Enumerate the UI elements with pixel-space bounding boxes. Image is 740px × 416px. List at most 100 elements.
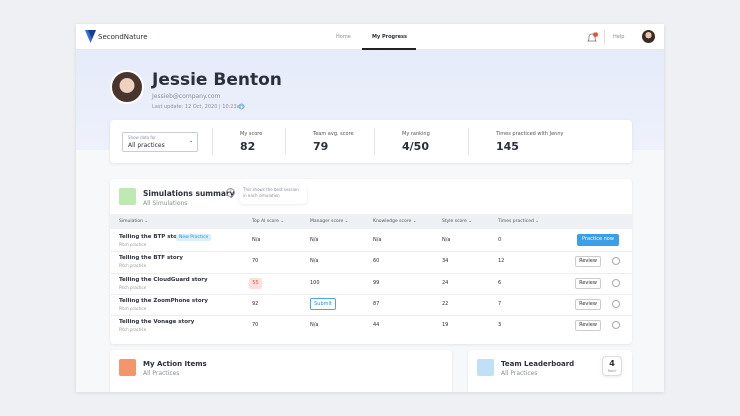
profile-avatar	[110, 70, 144, 104]
cell: N/a	[442, 237, 451, 243]
sim-type: Pitch practice	[119, 263, 147, 269]
column-header[interactable]: Top AI score ⌄	[252, 219, 285, 224]
cell: 12	[498, 258, 505, 265]
stat-label: My score	[240, 131, 263, 137]
sim-name: Telling the BTF story	[119, 255, 183, 262]
column-header[interactable]: Style score ⌄	[442, 219, 473, 224]
cell: N/a	[373, 237, 382, 243]
cell: 19	[442, 322, 449, 329]
cell: 22	[442, 300, 449, 307]
cell: 87	[373, 300, 380, 307]
rank: 4	[609, 359, 615, 368]
nav-link[interactable]: My Progress	[372, 34, 407, 40]
table-header	[110, 214, 632, 229]
divider	[468, 128, 469, 155]
help-link[interactable]: Help	[613, 34, 625, 40]
sim-type: Pitch practice	[119, 284, 147, 290]
last-update: Last update: 12 Oct, 2020 | 10:23am	[152, 104, 245, 110]
cell: 99	[373, 279, 380, 286]
cell: 70	[252, 258, 259, 265]
nav-link[interactable]: Home	[336, 34, 351, 40]
review-button[interactable]: Review	[575, 320, 601, 332]
cell: 34	[442, 258, 449, 265]
leaderboard-subtitle: All Practices	[501, 370, 538, 377]
divider	[212, 128, 213, 155]
active-underline	[362, 48, 416, 50]
cell: 0	[498, 237, 502, 243]
practice-button[interactable]: Practice now	[577, 234, 619, 246]
cell: N/a	[310, 258, 319, 265]
cell: 3	[498, 322, 502, 329]
divider	[285, 128, 286, 155]
cell: 7	[498, 300, 502, 307]
stat-value: 82	[240, 140, 256, 153]
tooltip: This shows the best session in each simu…	[239, 184, 307, 204]
column-header[interactable]: Manager score ⌄	[310, 219, 349, 224]
action-icon	[119, 359, 136, 376]
cell: 6	[498, 279, 502, 286]
column-header[interactable]: Simulation ⌄	[119, 219, 149, 224]
sim-subtitle: All Simulations	[143, 200, 188, 207]
sim-type: Pitch practice	[119, 242, 147, 247]
stat-label: Team avg. score	[313, 131, 354, 137]
row-divider	[110, 272, 632, 274]
action-items-card: My Action Items All Practices	[110, 350, 452, 392]
rank-box: 4 Rank	[602, 356, 622, 376]
chevron: ⌄	[189, 138, 194, 144]
stats-card: Show data for All practices ⌄ My score 82…	[110, 120, 632, 163]
profile-name: Jessie Benton	[152, 70, 282, 90]
row-divider	[110, 293, 632, 295]
leaderboard-card: Team Leaderboard All Practices 4 Rank	[468, 350, 632, 392]
stat-value: 4/50	[402, 140, 429, 153]
simulations-card: Simulations summary ? This shows the bes…	[110, 179, 632, 344]
row-divider	[110, 251, 632, 253]
bell-icon[interactable]	[586, 32, 598, 44]
leaderboard-title: Team Leaderboard	[501, 360, 575, 368]
cell: 100	[310, 279, 320, 286]
action-subtitle: All Practices	[143, 370, 180, 377]
retry-icon[interactable]	[612, 278, 620, 287]
review-button[interactable]: Review	[575, 256, 601, 268]
profile-email: Jessieb@company.com	[152, 93, 221, 100]
score-highlight: 55	[249, 277, 262, 289]
divider	[374, 128, 375, 155]
info-icon[interactable]: ?	[226, 188, 235, 197]
rank-label: Rank	[607, 369, 617, 373]
cell: N/a	[310, 237, 319, 243]
divider	[604, 30, 605, 44]
brand: SecondNature	[98, 33, 148, 41]
column-header[interactable]: Times practiced ⌄	[498, 219, 540, 224]
retry-icon[interactable]	[612, 321, 620, 330]
leaderboard-icon	[477, 359, 494, 376]
column-header[interactable]: Knowledge score ⌄	[373, 219, 417, 224]
badge: 2	[594, 30, 597, 34]
sim-icon	[119, 188, 136, 205]
review-button[interactable]: Review	[575, 277, 601, 289]
top-nav: SecondNature Home My Progress 2 Help	[76, 24, 664, 50]
retry-icon[interactable]	[612, 257, 620, 266]
cell: 70	[252, 322, 259, 329]
cell: 92	[252, 300, 259, 307]
cell: 44	[373, 322, 380, 329]
refresh-icon[interactable]	[238, 103, 245, 110]
stat-label: Times practiced with Jenny	[496, 131, 564, 137]
retry-icon[interactable]	[612, 299, 620, 308]
row-divider	[110, 315, 632, 317]
filter-dropdown[interactable]: Show data for All practices ⌄	[122, 132, 198, 152]
sim-name: Telling the BTP story	[119, 234, 184, 240]
filter-value: All practices	[128, 142, 165, 149]
sim-name: Telling the ZoomPhone story	[119, 297, 208, 304]
cell: N/a	[310, 322, 319, 329]
stat-label: My ranking	[402, 131, 430, 137]
review-button[interactable]: Review	[575, 298, 601, 310]
nav-avatar[interactable]	[642, 30, 655, 43]
submit-button[interactable]: Submit	[310, 297, 336, 310]
action-title: My Action Items	[143, 360, 207, 368]
cell: 60	[373, 258, 380, 265]
stat-value: 145	[496, 140, 519, 153]
sim-type: Pitch practice	[119, 327, 147, 333]
new-badge: New Practice	[176, 234, 212, 241]
sim-name: Telling the CloudGuard story	[119, 276, 208, 283]
filter-label: Show data for	[128, 135, 156, 140]
